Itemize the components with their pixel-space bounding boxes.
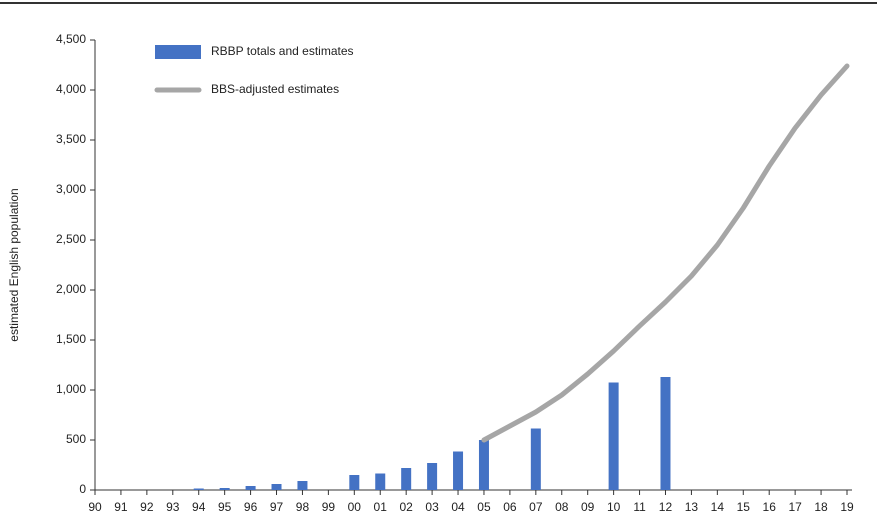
x-tick-label: 91 (114, 500, 128, 514)
x-tick-label: 15 (737, 500, 751, 514)
x-tick-label: 12 (659, 500, 673, 514)
x-tick-label: 98 (296, 500, 310, 514)
x-tick-label: 00 (348, 500, 362, 514)
x-tick-label: 14 (711, 500, 725, 514)
y-axis-label: estimated English population (7, 188, 21, 341)
bar (453, 451, 464, 490)
bar (478, 440, 489, 490)
x-tick-label: 01 (374, 500, 388, 514)
x-tick-label: 10 (607, 500, 621, 514)
x-tick-label: 93 (166, 500, 180, 514)
x-tick-label: 95 (218, 500, 232, 514)
y-tick-label: 3,000 (56, 182, 86, 196)
x-tick-label: 05 (477, 500, 491, 514)
x-tick-label: 17 (788, 500, 802, 514)
x-tick-label: 08 (555, 500, 569, 514)
x-tick-label: 16 (763, 500, 777, 514)
y-tick-label: 2,500 (56, 232, 86, 246)
bar (193, 488, 204, 490)
x-tick-label: 04 (451, 500, 465, 514)
bar (271, 484, 282, 490)
x-tick-label: 92 (140, 500, 154, 514)
line (481, 63, 850, 443)
x-tick-label: 94 (192, 500, 206, 514)
x-tick-label: 02 (399, 500, 413, 514)
y-tick-label: 1,000 (56, 382, 86, 396)
x-tick-label: 07 (529, 500, 543, 514)
x-tick-label: 96 (244, 500, 258, 514)
x-tick-label: 09 (581, 500, 595, 514)
bar (401, 468, 412, 490)
y-tick-label: 500 (66, 432, 86, 446)
y-tick-label: 0 (79, 482, 86, 496)
x-tick-label: 97 (270, 500, 284, 514)
bar (245, 486, 256, 490)
x-tick-label: 03 (425, 500, 439, 514)
y-tick-label: 4,500 (56, 32, 86, 46)
bar (297, 481, 308, 490)
legend-label: RBBP totals and estimates (211, 44, 354, 58)
bar (608, 382, 619, 490)
y-tick-label: 3,500 (56, 132, 86, 146)
x-tick-label: 11 (633, 500, 646, 514)
legend-label: BBS-adjusted estimates (211, 82, 339, 96)
x-tick-label: 90 (88, 500, 102, 514)
x-tick-label: 13 (685, 500, 699, 514)
bar (219, 488, 230, 490)
x-tick-label: 18 (814, 500, 828, 514)
x-tick-label: 06 (503, 500, 517, 514)
x-tick-label: 19 (840, 500, 854, 514)
bar (530, 428, 541, 490)
y-tick-label: 1,500 (56, 332, 86, 346)
bar (375, 473, 386, 490)
bar (349, 475, 360, 490)
legend-swatch (155, 45, 201, 59)
y-tick-label: 2,000 (56, 282, 86, 296)
bar (427, 463, 438, 490)
y-tick-label: 4,000 (56, 82, 86, 96)
x-tick-label: 99 (322, 500, 336, 514)
bar (660, 377, 671, 490)
